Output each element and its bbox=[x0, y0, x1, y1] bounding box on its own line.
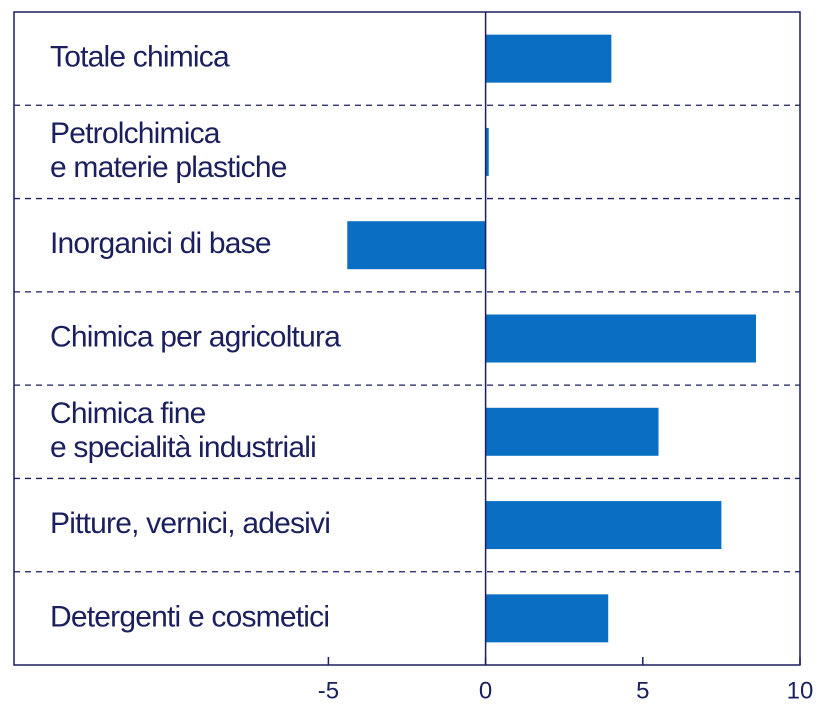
category-label: Totale chimica bbox=[50, 41, 230, 74]
plot-frame bbox=[13, 11, 801, 666]
category-label: Chimica per agricoltura bbox=[50, 320, 341, 353]
x-tick-label: 5 bbox=[636, 677, 649, 704]
category-label: Pitture, vernici, adesivi bbox=[50, 507, 330, 540]
bar bbox=[485, 407, 659, 456]
category-label: Petrolchimica e materie plastiche bbox=[50, 117, 287, 184]
x-tick-label: 0 bbox=[479, 677, 492, 704]
bar bbox=[485, 594, 609, 643]
category-label: Detergenti e cosmetici bbox=[50, 600, 329, 633]
bar bbox=[485, 501, 722, 550]
bar bbox=[485, 127, 489, 176]
category-label: Chimica fine e specialità industriali bbox=[50, 397, 316, 464]
bar bbox=[347, 221, 486, 270]
bar bbox=[485, 314, 756, 363]
x-tick-label: 10 bbox=[787, 677, 814, 704]
x-tick-label: -5 bbox=[318, 677, 339, 704]
bar bbox=[485, 34, 612, 83]
category-label: Inorganici di base bbox=[50, 227, 271, 260]
